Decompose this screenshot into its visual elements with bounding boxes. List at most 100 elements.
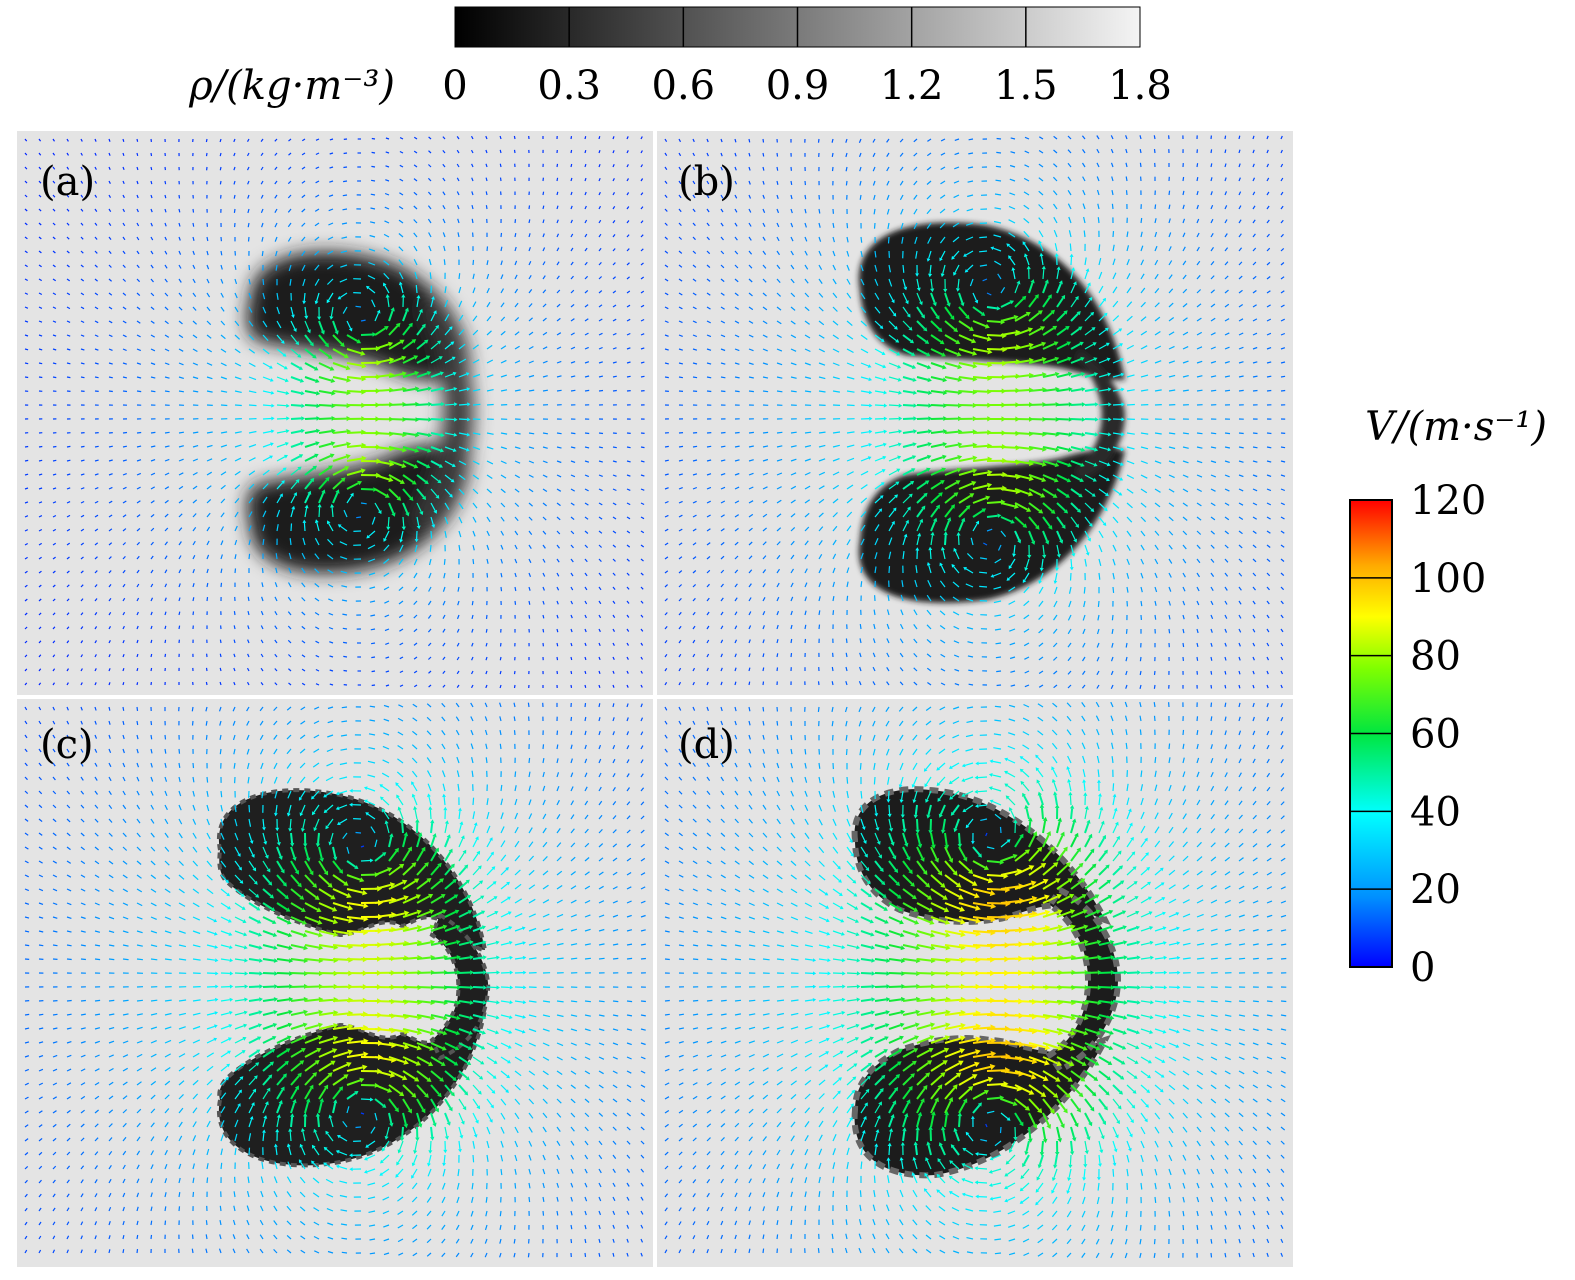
velocity-arrow (584, 219, 588, 224)
velocity-arrow (332, 320, 338, 332)
velocity-arrow (402, 516, 405, 527)
velocity-arrow (930, 362, 944, 368)
velocity-arrow (500, 246, 503, 252)
velocity-arrow-head (1120, 447, 1125, 452)
velocity-arrow (1196, 260, 1201, 266)
velocity-arrow (1280, 163, 1284, 168)
velocity-arrow-head (433, 310, 437, 315)
velocity-arrow (899, 166, 904, 172)
velocity-arrow (1042, 373, 1056, 378)
velocity-arrow (312, 762, 320, 768)
velocity-arrow (542, 375, 548, 378)
velocity-arrow (692, 625, 696, 630)
velocity-arrow (38, 208, 42, 212)
velocity-arrow (342, 832, 348, 840)
velocity-arrow (136, 597, 140, 602)
velocity-arrow (762, 513, 768, 518)
velocity-arrow (329, 669, 334, 672)
velocity-arrow (930, 430, 944, 434)
velocity-arrow (706, 459, 712, 462)
velocity-arrow (206, 250, 209, 256)
velocity-arrow (430, 488, 438, 497)
velocity-arrow (846, 567, 850, 574)
velocity-arrow (626, 656, 629, 660)
velocity-arrow (206, 320, 212, 326)
velocity-arrow (136, 194, 139, 199)
velocity-arrow (192, 236, 195, 241)
velocity-arrow (899, 681, 904, 686)
velocity-arrow (471, 770, 474, 778)
velocity-arrow (1280, 684, 1283, 689)
velocity-arrow-head (942, 442, 948, 447)
velocity-arrow (1084, 432, 1096, 436)
velocity-arrow (1126, 258, 1130, 266)
velocity-arrow-head (867, 364, 872, 368)
velocity-arrow (374, 853, 385, 862)
velocity-arrow (346, 846, 350, 854)
velocity-arrow (338, 790, 348, 794)
velocity-arrow (94, 874, 100, 879)
velocity-arrow (1112, 432, 1122, 435)
velocity-arrow (80, 514, 85, 518)
velocity-arrow (1280, 446, 1286, 449)
velocity-arrow (220, 292, 224, 298)
velocity-arrow (762, 569, 767, 574)
velocity-arrow (314, 236, 320, 241)
velocity-arrow (38, 362, 43, 365)
velocity-arrow (556, 558, 560, 563)
velocity-arrow (416, 418, 429, 421)
velocity-arrow (1111, 203, 1114, 210)
velocity-arrow (1168, 614, 1171, 620)
velocity-arrow (341, 222, 348, 225)
velocity-arrow (233, 208, 236, 213)
velocity-arrow (1125, 656, 1128, 662)
velocity-arrow (626, 787, 630, 792)
velocity-arrow (612, 614, 616, 619)
velocity-arrow (1098, 257, 1102, 266)
velocity-arrow (845, 138, 848, 143)
velocity-arrow-head (416, 294, 421, 299)
velocity-arrow (664, 528, 669, 532)
velocity-arrow (325, 790, 334, 797)
velocity-arrow (248, 390, 257, 394)
velocity-arrow-head (479, 880, 484, 885)
velocity-arrow (598, 502, 603, 506)
velocity-arrow (965, 236, 974, 241)
velocity-arrow (360, 502, 367, 505)
velocity-arrow (542, 432, 548, 435)
velocity-arrow (899, 152, 904, 157)
velocity-arrow (329, 180, 334, 183)
velocity-arrow (1098, 329, 1107, 336)
velocity-arrow-head (312, 883, 317, 888)
velocity-arrow (790, 568, 795, 574)
velocity-arrow (1182, 204, 1185, 210)
velocity-arrow (927, 579, 932, 588)
velocity-arrow (192, 611, 195, 616)
velocity-arrow (1096, 642, 1100, 648)
velocity-arrow-head (329, 316, 334, 320)
velocity-arrow (108, 514, 113, 518)
velocity-arrow-head (426, 878, 432, 883)
velocity-arrow (720, 194, 724, 199)
velocity-arrow (122, 597, 126, 602)
velocity-arrow-head (452, 878, 457, 884)
velocity-arrow (958, 390, 973, 394)
velocity-arrow (874, 444, 884, 448)
velocity-arrow (972, 306, 983, 315)
velocity-arrow-head (937, 327, 943, 333)
velocity-arrow-head (424, 339, 429, 344)
velocity-arrow (397, 731, 404, 736)
velocity-arrow (1210, 232, 1214, 238)
velocity-arrow (1042, 296, 1051, 308)
velocity-arrow (234, 320, 240, 327)
velocity-arrow (1038, 670, 1044, 675)
velocity-arrow (776, 610, 780, 616)
velocity-arrow (542, 233, 545, 238)
velocity-arrow (888, 376, 899, 381)
velocity-arrow (1126, 446, 1135, 450)
velocity-arrow (776, 541, 781, 546)
velocity-arrow (598, 446, 604, 449)
velocity-arrow (790, 348, 797, 352)
velocity-arrow (1082, 176, 1086, 182)
velocity-arrow (383, 233, 390, 238)
